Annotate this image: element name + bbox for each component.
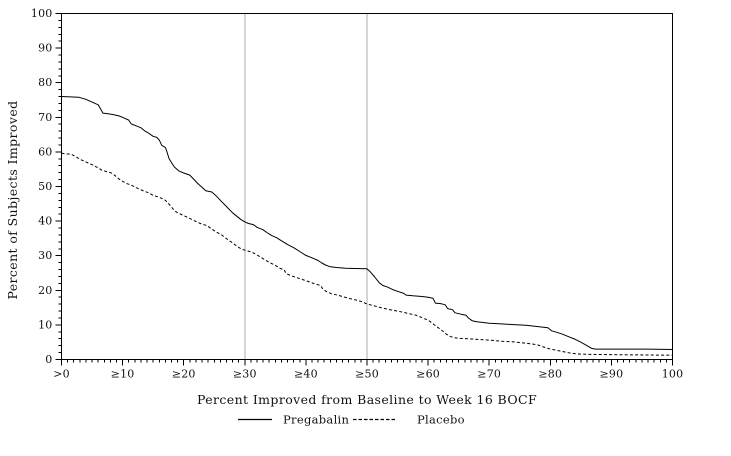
y-axis-title: Percent of Subjects Improved <box>5 100 20 299</box>
x-tick-label: ≥80 <box>538 368 562 381</box>
y-tick-label: 100 <box>31 7 53 20</box>
reference-lines <box>244 13 368 360</box>
axis-ticks <box>55 13 673 366</box>
y-tick-label: 20 <box>38 284 52 297</box>
data-series <box>61 96 673 356</box>
x-tick-label: ≥50 <box>355 368 379 381</box>
pregabalin-curve <box>61 96 673 350</box>
legend: Pregabalin Placebo <box>238 413 465 427</box>
y-tick-label: 0 <box>45 353 52 366</box>
x-tick-label: ≥70 <box>477 368 501 381</box>
legend-label-pregabalin: Pregabalin <box>283 413 350 427</box>
y-tick-label: 90 <box>38 42 52 55</box>
y-tick-label: 50 <box>38 180 52 193</box>
y-tick-label: 40 <box>38 215 52 228</box>
x-tick-label: ≥30 <box>233 368 257 381</box>
x-tick-label: ≥10 <box>111 368 135 381</box>
y-tick-label: 70 <box>38 111 52 124</box>
x-tick-label: >0 <box>53 368 70 381</box>
x-tick-label: ≥60 <box>416 368 440 381</box>
x-tick-label: ≥40 <box>294 368 318 381</box>
x-tick-label: ≥20 <box>172 368 196 381</box>
axis-tick-labels: 0 10 20 30 40 50 60 70 80 90 100 >0 ≥10 ≥20 ≥30 ≥40 ≥50 ≥… <box>31 7 683 381</box>
y-tick-label: 80 <box>38 76 52 89</box>
y-tick-label: 10 <box>38 318 52 331</box>
y-tick-label: 60 <box>38 145 52 158</box>
plot-frame-top-right <box>61 13 673 360</box>
legend-label-placebo: Placebo <box>417 413 465 427</box>
x-axis-title: Percent Improved from Baseline to Week 1… <box>197 392 537 407</box>
x-tick-label: 100 <box>662 368 684 381</box>
y-tick-label: 30 <box>38 249 52 262</box>
x-tick-label: ≥90 <box>599 368 623 381</box>
placebo-curve <box>61 152 673 356</box>
